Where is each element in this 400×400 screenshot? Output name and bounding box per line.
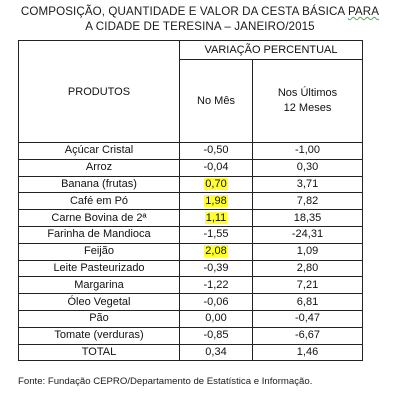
table-row: Pão 0,00 -0,47 xyxy=(18,309,363,328)
month-variation-value: 0,34 xyxy=(205,345,227,358)
month-variation-cell: 0,00 xyxy=(179,309,253,328)
year-variation-value: 1,46 xyxy=(252,343,363,362)
product-name: Banana (frutas) xyxy=(18,175,180,194)
month-header: No Mês xyxy=(179,59,253,143)
month-variation-value: 0,00 xyxy=(205,312,227,325)
twelve-months-header-line-1: Nos Últimos xyxy=(277,87,338,99)
product-name: Arroz xyxy=(18,158,180,177)
month-variation-cell: -0,85 xyxy=(179,326,253,345)
month-variation-value: -0,85 xyxy=(203,329,229,342)
table-row: TOTAL 0,34 1,46 xyxy=(18,343,363,362)
month-variation-cell: 0,70 xyxy=(179,175,253,194)
table-row: Óleo Vegetal -0,06 6,81 xyxy=(18,293,363,311)
month-variation-cell: -0,06 xyxy=(179,293,253,311)
title-line-1-underlined: PARA xyxy=(347,5,380,18)
year-variation-value: 2,80 xyxy=(252,259,363,278)
month-variation-cell: -1,55 xyxy=(179,225,253,244)
document-title: COMPOSIÇÃO, QUANTIDADE E VALOR DA CESTA … xyxy=(0,4,400,34)
table-row: Feijão 2,08 1,09 xyxy=(18,242,363,261)
product-name: Margarina xyxy=(18,276,180,295)
year-variation-value: 18,35 xyxy=(252,209,363,227)
year-variation-value: -6,67 xyxy=(252,326,363,345)
twelve-months-header: Nos Últimos 12 Meses xyxy=(252,59,363,143)
year-variation-value: 6,81 xyxy=(252,293,363,311)
month-variation-cell: 1,11 xyxy=(179,209,253,227)
year-variation-value: 0,30 xyxy=(252,158,363,177)
table-body: Açúcar Cristal -0,50 -1,00 Arroz -0,04 0,30 Ba… xyxy=(18,142,363,362)
month-variation-value: 1,98 xyxy=(204,194,228,207)
title-line-1-text: COMPOSIÇÃO, QUANTIDADE E VALOR DA CESTA … xyxy=(20,5,348,18)
table-row: Tomate (verduras) -0,85 -6,67 xyxy=(18,326,363,345)
product-name: Café em Pó xyxy=(18,192,180,211)
month-variation-cell: -1,22 xyxy=(179,276,253,295)
month-variation-value: -1,22 xyxy=(203,278,229,291)
month-variation-cell: -0,50 xyxy=(179,142,253,160)
month-variation-value: -0,39 xyxy=(203,261,229,274)
twelve-months-header-line-2: 12 Meses xyxy=(283,102,332,114)
product-name: Óleo Vegetal xyxy=(18,293,180,311)
product-name: TOTAL xyxy=(18,343,180,362)
month-variation-value: 1,11 xyxy=(204,211,228,224)
product-name: Feijão xyxy=(18,242,180,261)
product-name: Tomate (verduras) xyxy=(18,326,180,345)
price-variation-table: PRODUTOS VARIAÇÃO PERCENTUAL No Mês Nos … xyxy=(18,40,363,362)
product-name: Leite Pasteurizado xyxy=(18,259,180,278)
product-name: Carne Bovina de 2ª xyxy=(18,209,180,227)
source-note: Fonte: Fundação CEPRO/Departamento de Es… xyxy=(18,376,313,387)
table-row: Açúcar Cristal -0,50 -1,00 xyxy=(18,142,363,160)
table-row: Margarina -1,22 7,21 xyxy=(18,276,363,295)
table-row: Café em Pó 1,98 7,82 xyxy=(18,192,363,211)
month-variation-value: -0,50 xyxy=(203,144,229,157)
year-variation-value: 3,71 xyxy=(252,175,363,194)
month-variation-value: -1,55 xyxy=(203,228,229,241)
year-variation-value: -1,00 xyxy=(252,142,363,160)
title-line-1: COMPOSIÇÃO, QUANTIDADE E VALOR DA CESTA … xyxy=(0,4,400,19)
month-variation-value: 2,08 xyxy=(204,245,228,258)
month-variation-cell: -0,39 xyxy=(179,259,253,278)
product-name: Farinha de Mandioca xyxy=(18,225,180,244)
month-variation-value: -0,04 xyxy=(203,161,229,174)
year-variation-value: -0,47 xyxy=(252,309,363,328)
table-row: Banana (frutas) 0,70 3,71 xyxy=(18,175,363,194)
month-variation-value: -0,06 xyxy=(203,295,229,308)
product-name: Açúcar Cristal xyxy=(18,142,180,160)
month-variation-cell: 0,34 xyxy=(179,343,253,362)
table-row: Farinha de Mandioca -1,55 -24,31 xyxy=(18,225,363,244)
month-variation-cell: 2,08 xyxy=(179,242,253,261)
year-variation-value: -24,31 xyxy=(252,225,363,244)
month-variation-cell: 1,98 xyxy=(179,192,253,211)
title-line-2: A CIDADE DE TERESINA – JANEIRO/2015 xyxy=(85,20,315,33)
month-variation-cell: -0,04 xyxy=(179,158,253,177)
table-row: Carne Bovina de 2ª 1,11 18,35 xyxy=(18,209,363,227)
year-variation-value: 1,09 xyxy=(252,242,363,261)
products-header: PRODUTOS xyxy=(18,40,180,143)
year-variation-value: 7,82 xyxy=(252,192,363,211)
month-variation-value: 0,70 xyxy=(204,177,228,190)
year-variation-value: 7,21 xyxy=(252,276,363,295)
table-row: Arroz -0,04 0,30 xyxy=(18,158,363,177)
table-row: Leite Pasteurizado -0,39 2,80 xyxy=(18,259,363,278)
variation-header: VARIAÇÃO PERCENTUAL xyxy=(179,40,363,60)
product-name: Pão xyxy=(18,309,180,328)
